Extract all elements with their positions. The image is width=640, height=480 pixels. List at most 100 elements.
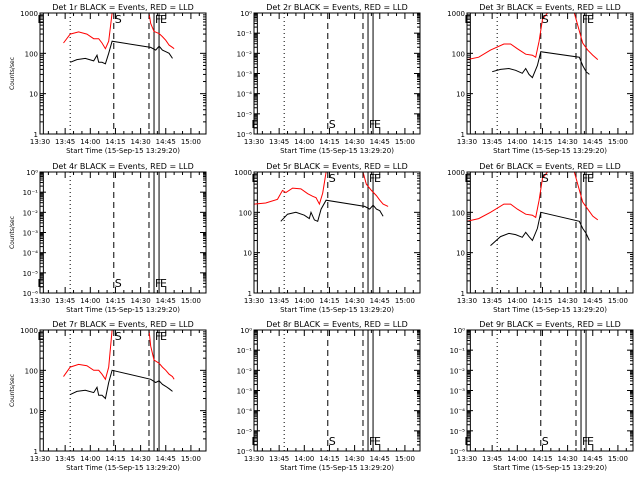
x-tick-label: 14:45 [156,138,176,146]
y-tick-label: 10⁰ [26,169,38,177]
panel-title: Det 2r BLACK = Events, RED = LLD [266,3,408,12]
x-tick-label: 13:30 [244,455,264,463]
y-tick-label: 10 [29,408,38,416]
lld-series-line [467,13,599,61]
x-tick-label: 14:15 [319,138,339,146]
y-tick-label: 10⁻⁵ [450,428,466,436]
y-tick-label: 100 [239,209,252,217]
panel-title: Det 1r BLACK = Events, RED = LLD [52,3,194,12]
x-tick-label: 14:15 [105,138,125,146]
x-tick-label: 14:30 [131,297,151,305]
y-tick-label: 1 [34,131,38,139]
x-tick-label: 15:00 [608,297,628,305]
marker-label: F [582,13,588,26]
marker-label: E [160,13,167,26]
y-tick-label: 1000 [20,10,38,18]
marker-label: F [155,13,161,26]
marker-label: E [374,118,381,131]
lld-series-line [254,172,389,207]
y-tick-label: 10⁻² [237,50,253,58]
events-series-line [69,369,173,400]
panel-title: Det 4r BLACK = Events, RED = LLD [52,162,194,171]
x-tick-label: 14:00 [80,138,100,146]
y-tick-label: 10⁻¹ [237,30,253,38]
plot-frame [253,329,421,452]
x-tick-label: 14:15 [105,297,125,305]
plot-frame [253,171,421,294]
y-tick-label: 1000 [447,10,465,18]
y-tick-label: 10⁻² [450,367,466,375]
x-tick-label: 14:00 [507,455,527,463]
x-tick-label: 14:00 [507,297,527,305]
x-tick-label: 14:30 [345,138,365,146]
lld-series-line [467,172,599,222]
x-axis-label: Start Time (15-Sep-15 13:29:20) [280,464,394,472]
y-axis-label: Counts/sec [9,57,16,90]
x-tick-label: 15:00 [395,138,415,146]
plot-frame [39,329,207,452]
x-axis-label: Start Time (15-Sep-15 13:29:20) [66,464,180,472]
x-tick-label: 15:00 [395,455,415,463]
y-tick-label: 10 [243,250,252,258]
x-axis-label: Start Time (15-Sep-15 13:29:20) [66,147,180,155]
x-tick-label: 15:00 [181,455,201,463]
panel-title: Det 8r BLACK = Events, RED = LLD [266,320,408,329]
marker-label: F [369,172,375,185]
x-tick-label: 14:15 [532,455,552,463]
y-tick-label: 10⁻⁶ [237,448,253,456]
marker-label: F [582,435,588,448]
y-tick-label: 10 [456,250,465,258]
x-tick-label: 14:00 [294,138,314,146]
x-tick-label: 14:45 [370,138,390,146]
y-tick-label: 10⁻¹ [23,189,39,197]
x-tick-label: 14:15 [532,297,552,305]
events-series-line [70,40,173,65]
y-tick-label: 10⁰ [240,10,252,18]
y-tick-label: 100 [25,50,38,58]
panel-title: Det 3r BLACK = Events, RED = LLD [479,3,621,12]
x-tick-label: 15:00 [181,138,201,146]
x-tick-label: 14:45 [156,297,176,305]
x-tick-label: 14:30 [558,138,578,146]
y-axis-label: Counts/sec [9,216,16,249]
marker-label: S [329,172,336,185]
x-tick-label: 14:00 [507,138,527,146]
plot-frame [466,329,634,452]
marker-label: E [374,435,381,448]
marker-label: E [374,172,381,185]
x-axis-label: Start Time (15-Sep-15 13:29:20) [493,464,607,472]
panel-title: Det 6r BLACK = Events, RED = LLD [479,162,621,171]
y-tick-label: 10 [456,91,465,99]
x-tick-label: 14:45 [583,138,603,146]
x-tick-label: 13:45 [482,138,502,146]
x-tick-label: 13:45 [269,138,289,146]
y-tick-label: 1000 [20,327,38,335]
y-tick-label: 10⁻⁴ [23,250,39,258]
x-tick-label: 14:30 [345,455,365,463]
y-tick-label: 10⁻⁶ [23,290,39,298]
y-tick-label: 100 [25,367,38,375]
marker-label: E [587,435,594,448]
lld-series-line [63,330,175,381]
panel-title: Det 7r BLACK = Events, RED = LLD [52,320,194,329]
x-tick-label: 15:00 [608,455,628,463]
plot-frame [466,171,634,294]
x-tick-label: 14:45 [156,455,176,463]
y-tick-label: 10⁰ [453,327,465,335]
marker-label: E [160,330,167,343]
x-tick-label: 14:00 [294,455,314,463]
x-tick-label: 13:45 [55,455,75,463]
x-axis-label: Start Time (15-Sep-15 13:29:20) [66,306,180,314]
y-tick-label: 100 [452,50,465,58]
marker-label: E [160,277,167,290]
events-series-line [492,51,590,79]
plot-frame [39,171,207,294]
marker-label: S [542,172,549,185]
y-tick-label: 10⁻⁶ [450,448,466,456]
